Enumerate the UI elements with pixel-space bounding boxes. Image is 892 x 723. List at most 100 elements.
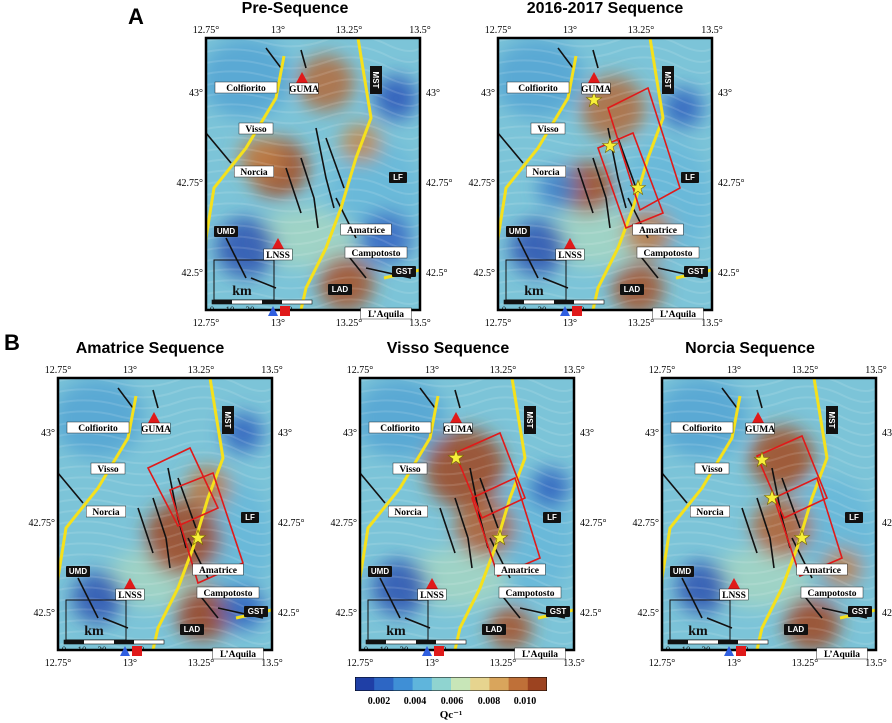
svg-text:LNSS: LNSS <box>266 251 290 261</box>
svg-text:MST: MST <box>371 72 380 89</box>
svg-text:12.75°: 12.75° <box>649 658 676 669</box>
red-square-icon <box>132 646 142 656</box>
svg-text:LAD: LAD <box>184 625 201 634</box>
place-label-colfiorito: Colfiorito <box>214 81 278 94</box>
place-label-norcia: Norcia <box>526 165 566 178</box>
chip-lf: LF <box>389 172 407 183</box>
svg-text:13.5°: 13.5° <box>701 25 723 36</box>
lat-ticks-left: 43° 42.75° 42.5° <box>331 428 358 619</box>
svg-text:Campotosto: Campotosto <box>807 589 856 599</box>
map-frame <box>204 36 422 312</box>
svg-text:13.5°: 13.5° <box>563 658 585 669</box>
svg-text:42.75°: 42.75° <box>177 178 204 189</box>
epicenter-star-icon <box>189 529 207 546</box>
colorbar-segment <box>374 677 394 691</box>
svg-text:UMD: UMD <box>69 567 87 576</box>
svg-text:42.75°: 42.75° <box>633 518 660 529</box>
colorbar-segment <box>489 677 510 691</box>
svg-text:43°: 43° <box>41 428 55 439</box>
svg-text:42.75°: 42.75° <box>278 518 305 529</box>
svg-text:42.75°: 42.75° <box>426 178 453 189</box>
map-title-norcia-sequence: Norcia Sequence <box>685 340 815 357</box>
map-pre-sequence: 12.75° 13° 13.25° 13.5° 12.75° 13° 13.25… <box>177 22 453 329</box>
station-triangle-icon <box>728 578 740 589</box>
lon-ticks-top: 12.75° 13° 13.25° 13.5° <box>649 365 887 376</box>
svg-text:Visso: Visso <box>701 465 723 475</box>
svg-text:13.25°: 13.25° <box>490 365 517 376</box>
epicenter-star-icon <box>763 489 781 506</box>
svg-text:43°: 43° <box>278 428 292 439</box>
map-title-visso-sequence: Visso Sequence <box>386 340 510 357</box>
svg-text:12.75°: 12.75° <box>193 25 220 36</box>
svg-text:MST: MST <box>223 412 232 429</box>
place-label-colfiorito: Colfiorito <box>368 421 432 434</box>
svg-text:13.5°: 13.5° <box>261 658 283 669</box>
scale-tick: 10 <box>226 305 236 315</box>
colorbar-segment <box>431 677 452 691</box>
place-label-laquila: L’Aquila <box>652 307 704 320</box>
scale-tick: 0 <box>666 645 671 655</box>
lon-ticks-top: 12.75° 13° 13.25° 13.5° <box>45 365 283 376</box>
fault-lines <box>206 47 412 289</box>
scale-tick: 0 <box>210 305 215 315</box>
map-frame <box>496 36 714 312</box>
svg-text:43°: 43° <box>580 428 594 439</box>
lon-ticks-top: 12.75° 13° 13.25° 13.5° <box>347 365 585 376</box>
svg-text:Norcia: Norcia <box>92 508 120 518</box>
chip-umd: UMD <box>506 226 530 237</box>
scale-tick: 20 <box>246 305 256 315</box>
place-label-norcia: Norcia <box>86 505 126 518</box>
qc-map: 12.75° 13° 13.25° 13.5° 12.75° 13° 13.25… <box>177 25 453 329</box>
scale-tick: 20 <box>98 645 108 655</box>
lat-ticks-left: 43° 42.75° 42.5° <box>633 428 660 619</box>
colorbar-label: Qc⁻¹ <box>439 709 463 721</box>
epicenter-star-icon <box>629 179 647 196</box>
lat-ticks-right: 43° 42.75° 42.5° <box>718 88 745 279</box>
chip-umd: UMD <box>214 226 238 237</box>
svg-text:GUMA: GUMA <box>581 85 611 95</box>
qc-map: 12.75° 13° 13.25° 13.5° 12.75° 13° 13.25… <box>633 365 892 669</box>
rupture-box <box>596 131 665 230</box>
place-label-amatrice: Amatrice <box>632 223 684 236</box>
svg-text:13°: 13° <box>425 658 439 669</box>
map-amatrice-sequence: 12.75° 13° 13.25° 13.5° 12.75° 13° 13.25… <box>29 362 305 669</box>
scale-bar: km0102040 <box>62 599 165 655</box>
colorbar-segment <box>355 677 375 691</box>
place-label-guma: GUMA <box>581 82 611 95</box>
epicenter-star-icon <box>491 529 509 546</box>
blue-triangle-icon <box>268 306 278 316</box>
qc-map: 12.75° 13° 13.25° 13.5° 12.75° 13° 13.25… <box>331 365 607 669</box>
scale-unit: km <box>524 284 544 299</box>
svg-text:LF: LF <box>393 173 403 182</box>
chip-umd: UMD <box>66 566 90 577</box>
place-label-laquila: L’Aquila <box>360 307 412 320</box>
scale-tick: 0 <box>364 645 369 655</box>
colorbar-segment <box>451 677 471 691</box>
lon-ticks-top: 12.75° 13° 13.25° 13.5° <box>193 25 431 36</box>
station-triangle-icon <box>752 412 764 423</box>
chip-lad: LAD <box>328 284 352 295</box>
svg-text:LAD: LAD <box>624 285 641 294</box>
place-label-lnss: LNSS <box>417 588 447 601</box>
svg-text:GST: GST <box>550 607 567 616</box>
station-triangle-icon <box>450 412 462 423</box>
chip-mst: MST <box>826 406 838 434</box>
map-frame <box>56 376 274 652</box>
map-title-amatrice-sequence: Amatrice Sequence <box>75 340 225 357</box>
svg-text:Amatrice: Amatrice <box>803 566 841 576</box>
svg-text:Visso: Visso <box>399 465 421 475</box>
svg-text:13.25°: 13.25° <box>628 25 655 36</box>
scale-tick: 20 <box>400 645 410 655</box>
colorbar-segment <box>508 677 529 691</box>
svg-text:12.75°: 12.75° <box>649 365 676 376</box>
place-label-laquila: L’Aquila <box>514 647 566 660</box>
red-square-icon <box>736 646 746 656</box>
svg-text:Campotosto: Campotosto <box>505 589 554 599</box>
panel-label-b: B <box>4 330 20 355</box>
svg-text:13°: 13° <box>563 318 577 329</box>
lat-ticks-left: 43° 42.75° 42.5° <box>29 428 56 619</box>
place-label-amatrice: Amatrice <box>192 563 244 576</box>
scale-tick: 10 <box>380 645 390 655</box>
svg-text:42.5°: 42.5° <box>882 608 892 619</box>
svg-text:Amatrice: Amatrice <box>199 566 237 576</box>
